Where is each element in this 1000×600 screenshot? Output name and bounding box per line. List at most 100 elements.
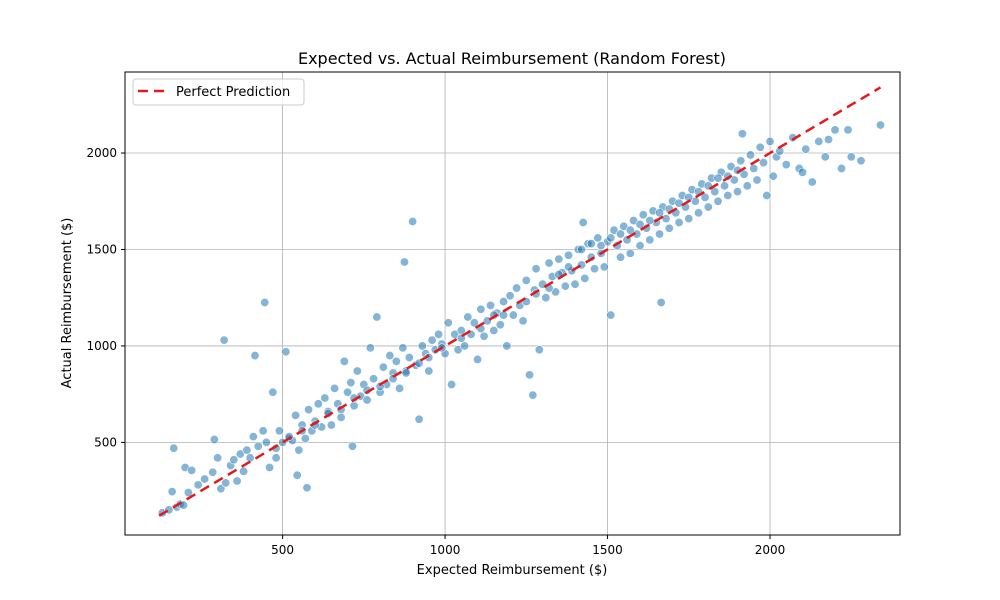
data-point [209, 435, 219, 445]
y-tick-label: 2000 [86, 146, 117, 160]
data-point [664, 223, 674, 233]
data-point [736, 156, 746, 166]
legend-label: Perfect Prediction [176, 85, 290, 100]
data-point [518, 316, 528, 326]
y-tick-label: 500 [94, 435, 117, 449]
data-point [265, 462, 275, 472]
data-point [320, 393, 330, 403]
data-point [586, 239, 596, 249]
data-point [694, 208, 704, 218]
data-point [635, 241, 645, 251]
data-point [564, 250, 574, 260]
y-axis: 500 1000 1500 2000 [86, 146, 125, 449]
data-point [755, 142, 765, 152]
data-point [560, 281, 570, 291]
y-tick-label: 1000 [86, 339, 117, 353]
data-point [645, 216, 655, 226]
data-point [443, 318, 453, 328]
data-point [169, 443, 179, 453]
data-point [427, 335, 437, 345]
data-point [242, 445, 252, 455]
data-point [281, 347, 291, 357]
data-point [369, 374, 379, 384]
data-point [544, 258, 554, 268]
data-point [625, 225, 635, 235]
data-point [378, 362, 388, 372]
chart-title: Expected vs. Actual Reimbursement (Rando… [298, 49, 726, 68]
data-point [473, 354, 483, 364]
grid [125, 72, 900, 535]
data-point [759, 158, 769, 168]
perfect-prediction-line [158, 86, 882, 517]
data-point [564, 262, 574, 272]
data-point [339, 356, 349, 366]
data-point [349, 401, 359, 411]
data-point [248, 432, 258, 442]
data-point [710, 187, 720, 197]
data-point [655, 208, 665, 218]
data-point [399, 257, 409, 267]
data-point [656, 298, 666, 308]
data-point [261, 437, 271, 447]
data-point [395, 383, 405, 393]
x-tick-label: 500 [271, 543, 294, 557]
data-point [274, 426, 284, 436]
data-point [476, 304, 486, 314]
data-point [486, 300, 496, 310]
data-point [268, 387, 278, 397]
data-point [876, 120, 886, 130]
data-point [752, 175, 762, 185]
data-point [580, 273, 590, 283]
data-point [749, 163, 759, 173]
data-point [616, 252, 626, 262]
data-point [531, 264, 541, 274]
data-point [765, 136, 775, 146]
data-point [424, 366, 434, 376]
data-point [343, 387, 353, 397]
data-point [502, 341, 512, 351]
data-point [460, 341, 470, 351]
legend-box [132, 78, 305, 106]
data-point [302, 483, 312, 493]
data-point [703, 202, 713, 212]
data-point [362, 395, 372, 405]
data-point [578, 217, 588, 227]
plot-frame [124, 71, 901, 536]
data-point [200, 474, 210, 484]
data-point [245, 453, 255, 463]
data-point [271, 453, 281, 463]
data-point [798, 167, 808, 177]
data-point [495, 320, 505, 330]
data-point [167, 487, 177, 497]
data-point [434, 329, 444, 339]
data-point [447, 380, 457, 390]
x-axis-label: Expected Reimbursement ($) [417, 563, 608, 578]
x-axis: 500 1000 1500 2000 [271, 535, 785, 557]
data-point [253, 441, 263, 451]
data-point [291, 410, 301, 420]
data-point [606, 233, 616, 243]
data-point [347, 441, 357, 451]
data-point [365, 343, 375, 353]
data-point [824, 135, 834, 145]
data-point [294, 445, 304, 455]
data-point [616, 229, 626, 239]
data-point [372, 312, 382, 322]
data-point [505, 291, 515, 301]
data-point [684, 214, 694, 224]
data-point [401, 368, 411, 378]
data-point [528, 390, 538, 400]
data-point [843, 125, 853, 135]
data-point [352, 366, 362, 376]
data-point [414, 414, 424, 424]
data-point [590, 264, 600, 274]
data-point [820, 152, 830, 162]
data-point [229, 455, 239, 465]
data-point [508, 310, 518, 320]
data-point [737, 129, 747, 139]
data-point [417, 341, 427, 351]
data-point [463, 312, 473, 322]
data-point [742, 181, 752, 191]
data-point [292, 470, 302, 480]
